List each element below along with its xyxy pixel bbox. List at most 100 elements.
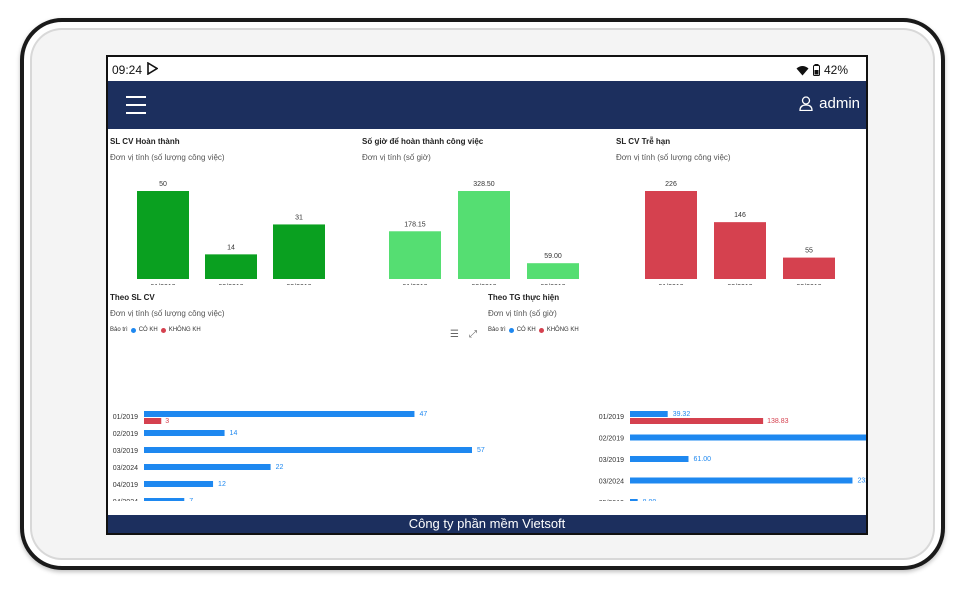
bar-value-label: 14 [227, 244, 235, 251]
panel1-subtitle: Đơn vị tính (số lượng công việc) [110, 153, 225, 162]
bar-value-label: 59.00 [544, 253, 562, 260]
category-label: 01/2019 [113, 414, 138, 421]
filter-icon[interactable]: ☰ [450, 329, 459, 340]
bar-value-label: 12 [218, 481, 226, 488]
bar[interactable] [527, 263, 579, 279]
legend-blue-dot [130, 327, 136, 333]
bar[interactable] [137, 191, 189, 279]
bar-planned[interactable] [144, 498, 185, 501]
bar-value-label: 138.83 [767, 418, 789, 425]
category-label: 02/2019 [599, 436, 624, 443]
panel4-subtitle: Đơn vị tính (số lượng công việc) [110, 309, 225, 318]
user-name: admin [819, 95, 860, 112]
device-screen: 09:24 42% admin SL CV Hoàn thành Đơn vị … [106, 55, 868, 535]
category-label: 01/2019 [599, 414, 624, 421]
legend-planned: CÓ KH [516, 327, 536, 333]
category-label: 02/2019 [796, 284, 821, 285]
bar-value-label: 61.00 [693, 456, 711, 463]
panel5-title: Theo TG thực hiện [488, 293, 560, 302]
user-icon [799, 96, 813, 111]
bar-value-label: 39.32 [673, 411, 691, 418]
legend-blue-dot [508, 327, 514, 333]
category-label: 04/2019 [113, 482, 138, 489]
battery-level: 42% [823, 63, 848, 77]
bar-value-label: 57 [477, 447, 485, 454]
bar-unplanned[interactable] [630, 418, 764, 424]
legend-unplanned: KHÔNG KH [168, 327, 201, 333]
bar-planned[interactable] [630, 477, 853, 484]
category-label: 03/2019 [540, 284, 565, 285]
bar-value-label: 50 [159, 181, 167, 188]
bar-planned[interactable] [144, 447, 472, 453]
footer-bar: Công ty phần mềm Vietsoft [108, 515, 866, 533]
category-label: 03/2019 [599, 457, 624, 464]
bar-planned[interactable] [630, 456, 689, 462]
chart-late-tasks: 226 01/2019 146 03/2019 55 02/2019 [645, 181, 835, 285]
chart-hours-to-complete: 178.15 01/2019 328.50 02/2019 59.00 03/2019 [389, 181, 579, 285]
bar-value-label: 232.00 [857, 478, 868, 485]
bar-value-label: 31 [295, 214, 303, 221]
dashboard: SL CV Hoàn thành Đơn vị tính (số lượng c… [108, 129, 866, 517]
bar[interactable] [273, 224, 325, 279]
bar-value-label: 22 [276, 464, 284, 471]
bar-unplanned[interactable] [144, 418, 162, 424]
bar-planned[interactable] [630, 411, 668, 417]
bar-planned[interactable] [144, 411, 415, 417]
panel3-subtitle: Đơn vị tính (số lượng công việc) [616, 153, 731, 162]
battery-icon [812, 64, 820, 76]
bar-planned[interactable] [144, 430, 225, 436]
panel4-legend: Bảo trì CÓ KH KHÔNG KH [110, 327, 201, 333]
status-time: 09:24 [112, 63, 143, 77]
category-label: 01/2019 [402, 284, 427, 285]
panel5-subtitle: Đơn vị tính (số giờ) [488, 309, 557, 318]
legend-unplanned: KHÔNG KH [546, 327, 579, 333]
bar-value-label: 14 [230, 430, 238, 437]
footer-text: Công ty phần mềm Vietsoft [408, 516, 566, 531]
category-label: 03/2019 [113, 448, 138, 455]
category-label: 03/2024 [599, 479, 624, 486]
app-header: admin [108, 81, 866, 129]
legend-title: Bảo trì [488, 327, 506, 333]
category-label: 04/2024 [113, 499, 138, 501]
category-label: 03/2019 [286, 284, 311, 285]
legend-red-dot [538, 327, 544, 333]
bar-value-label: 7 [189, 498, 193, 501]
bar-planned[interactable] [630, 499, 638, 501]
bar[interactable] [714, 222, 766, 279]
bar[interactable] [645, 191, 697, 279]
panel2-subtitle: Đơn vị tính (số giờ) [362, 153, 431, 162]
bar-value-label: 226 [665, 181, 677, 188]
bar[interactable] [783, 257, 835, 279]
category-label: 01/2019 [658, 284, 683, 285]
panel4-title: Theo SL CV [110, 293, 155, 302]
play-store-icon [147, 62, 158, 75]
bar-value-label: 3 [165, 418, 169, 425]
legend-red-dot [160, 327, 166, 333]
wifi-icon [796, 65, 809, 75]
legend-title: Bảo trì [110, 327, 128, 333]
bar[interactable] [458, 191, 510, 279]
chart-by-execution-time: 01/201939.32138.8302/2019328.5003/201961… [599, 411, 868, 501]
user-menu[interactable]: admin [799, 95, 860, 112]
bar-value-label: 178.15 [404, 221, 426, 228]
bar-planned[interactable] [630, 434, 868, 441]
bar[interactable] [389, 231, 441, 279]
panel1-title: SL CV Hoàn thành [110, 137, 180, 146]
focus-mode-icon[interactable]: ⤢ [468, 329, 477, 340]
hamburger-icon[interactable] [126, 96, 146, 114]
bar-value-label: 146 [734, 212, 746, 219]
visual-toolbar: ☰ ⤢ [450, 329, 477, 340]
panel3-title: SL CV Trễ hạn [616, 137, 671, 146]
bar-value-label: 8.00 [643, 499, 657, 501]
category-label: 03/2024 [113, 465, 138, 472]
panel5-legend: Bảo trì CÓ KH KHÔNG KH [488, 327, 579, 333]
category-label: 02/2019 [471, 284, 496, 285]
status-bar: 09:24 42% [108, 57, 866, 81]
status-right: 42% [796, 63, 848, 77]
bar[interactable] [205, 254, 257, 279]
bar-planned[interactable] [144, 464, 271, 470]
category-label: 02/2019 [113, 431, 138, 438]
bar-planned[interactable] [144, 481, 214, 487]
category-label: 05/2019 [599, 500, 624, 501]
bar-value-label: 328.50 [473, 181, 495, 188]
